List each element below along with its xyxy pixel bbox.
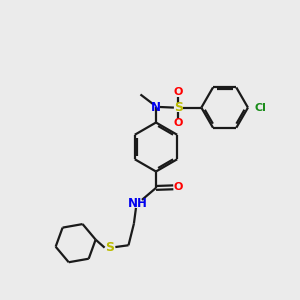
Text: S: S: [174, 101, 183, 114]
Text: S: S: [106, 241, 115, 254]
Text: O: O: [174, 87, 183, 97]
Text: NH: NH: [128, 197, 147, 210]
Text: Cl: Cl: [255, 103, 267, 112]
Text: O: O: [174, 182, 183, 192]
Text: N: N: [151, 100, 161, 113]
Text: O: O: [174, 118, 183, 128]
